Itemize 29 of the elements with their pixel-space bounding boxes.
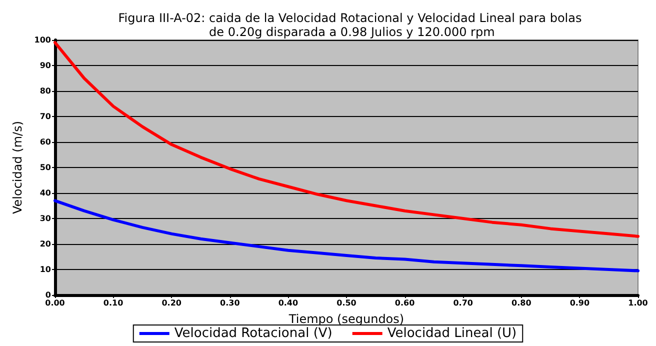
line-series <box>54 41 640 238</box>
y-tick-label: 100 <box>34 36 52 44</box>
y-tick-label: 10 <box>40 265 52 274</box>
line-series <box>54 199 640 272</box>
y-tick-label: 20 <box>40 240 52 248</box>
x-tick-label: 0.00 <box>45 298 66 308</box>
y-tick-label: 30 <box>40 214 52 223</box>
x-tick-label: 0.50 <box>336 298 357 308</box>
y-tick-label: 80 <box>40 86 52 96</box>
chart-title: Figura III-A-02: caida de la Velocidad Rotacional y Velocidad Lineal para bolas de 0.20g disparada a 0.98 Julios y 120.000 rpm <box>118 11 582 39</box>
legend-label: Velocidad Rotacional (V) <box>174 326 332 341</box>
y-tick-label: 60 <box>40 138 52 146</box>
x-axis-title: Tiempo (segundos) <box>288 312 404 326</box>
legend-label: Velocidad Lineal (U) <box>387 326 517 341</box>
y-tick-label: 50 <box>40 163 52 172</box>
x-tick-label: 0.70 <box>453 298 474 308</box>
x-tick-label: 0.60 <box>394 298 416 308</box>
x-tick-label: 0.30 <box>220 298 240 308</box>
y-tick-label: 90 <box>40 61 52 70</box>
y-tick-label: 70 <box>40 112 52 121</box>
x-tick-label: 0.90 <box>570 298 590 308</box>
x-tick-label: 1.00 <box>628 298 648 308</box>
x-tick-label: 0.20 <box>162 298 182 308</box>
y-tick-label: 0 <box>45 290 52 300</box>
x-tick-label: 0.80 <box>512 298 532 308</box>
x-tick-label: 0.10 <box>103 298 124 308</box>
y-tick-label: 40 <box>40 188 52 198</box>
y-axis-title: Velocidad (m/s) <box>10 120 24 214</box>
x-tick-label: 0.40 <box>278 298 298 308</box>
